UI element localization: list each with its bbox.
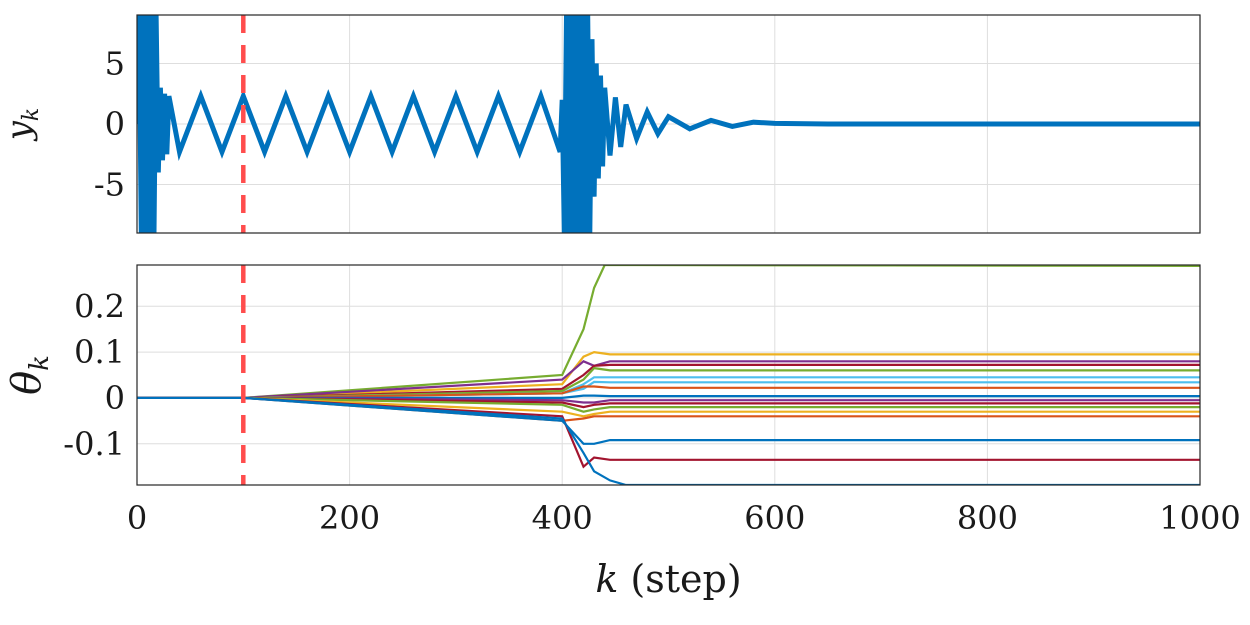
y-axis-label-symbol: θ <box>4 371 50 395</box>
y-tick-label: -0.1 <box>63 425 125 463</box>
x-tick-label: 800 <box>957 499 1018 537</box>
x-axis-label-symbol: k <box>595 557 618 601</box>
y-axis-label-symbol: y <box>0 120 39 142</box>
plot-frame <box>136 264 1201 486</box>
series-line-16 <box>137 396 1200 469</box>
y-axis-label: θk <box>4 355 55 395</box>
x-axis-label: k (step) <box>595 557 741 601</box>
y-tick-label: 0 <box>105 105 125 143</box>
x-tick-label: 1000 <box>1159 499 1240 537</box>
series-group <box>137 265 1200 485</box>
x-tick-label: 200 <box>319 499 380 537</box>
series-line-2 <box>137 350 1200 399</box>
y-tick-label: 0 <box>105 379 125 417</box>
y-tick-label: 0.1 <box>74 333 125 371</box>
series-line-17 <box>137 396 1200 485</box>
x-tick-label: 400 <box>532 499 593 537</box>
panel-1: 5 0 -5 yk <box>0 14 1201 234</box>
series-line-3 <box>137 360 1200 399</box>
y-axis-label: yk <box>0 108 44 143</box>
y-axis-label-subscript: k <box>25 355 55 371</box>
series-line-1 <box>137 15 1200 233</box>
y-tick-label: -5 <box>94 166 125 204</box>
x-tick-label: 0 <box>127 499 147 537</box>
series-group <box>137 15 1200 233</box>
y-tick-label: 0.2 <box>74 287 125 325</box>
y-tick-label: 5 <box>105 44 125 82</box>
plot-frame <box>136 14 1201 234</box>
series-line-15 <box>137 396 1200 445</box>
x-axis-label-unit: (step) <box>618 557 741 601</box>
x-tick-label: 600 <box>744 499 805 537</box>
y-axis-label-subscript: k <box>19 108 44 121</box>
